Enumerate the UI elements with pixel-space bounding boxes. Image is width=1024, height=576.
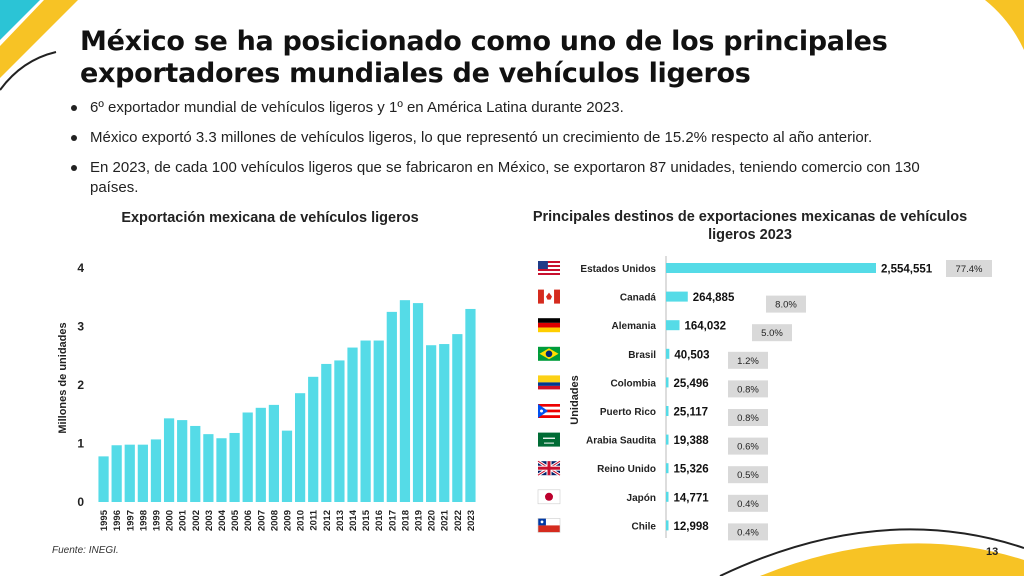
bullet-item: 6º exportador mundial de vehículos liger… (68, 98, 968, 118)
source-note: Fuente: INEGI. (52, 545, 119, 556)
decor-black-curve (0, 51, 57, 91)
destinations-chart-title: Principales destinos de exportaciones me… (532, 209, 968, 243)
decor-bottom-yellow (760, 543, 1024, 576)
decor-top-right-yellow (985, 0, 1024, 50)
decor-cyan-triangle (0, 0, 40, 40)
bullet-item: En 2023, de cada 100 vehículos ligeros q… (68, 158, 968, 198)
decor-bottom-curve (719, 528, 1024, 576)
bullet-item: México exportó 3.3 millones de vehículos… (68, 128, 968, 148)
slide-title: México se ha posicionado como uno de los… (80, 26, 888, 89)
page-number: 13 (986, 546, 999, 558)
export-chart-title: Exportación mexicana de vehículos ligero… (121, 210, 419, 226)
bullet-list: 6º exportador mundial de vehículos liger… (68, 98, 968, 208)
decor-yellow-stripe (0, 0, 78, 78)
